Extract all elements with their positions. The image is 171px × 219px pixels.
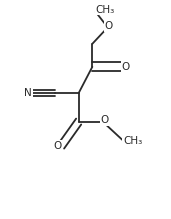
Text: O: O bbox=[104, 21, 113, 31]
Text: CH₃: CH₃ bbox=[123, 136, 142, 146]
Text: O: O bbox=[100, 115, 108, 125]
Text: O: O bbox=[53, 141, 61, 151]
Text: N: N bbox=[24, 88, 32, 98]
Text: O: O bbox=[122, 62, 130, 72]
Text: CH₃: CH₃ bbox=[96, 5, 115, 15]
